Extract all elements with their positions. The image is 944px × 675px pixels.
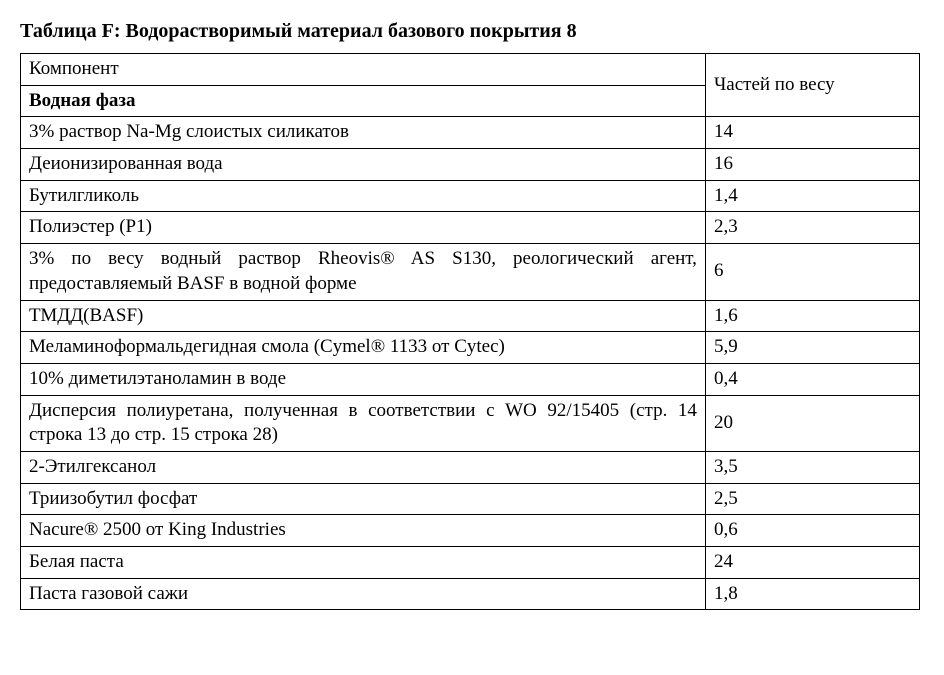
- value-cell: 6: [705, 244, 919, 300]
- component-cell: Паста газовой сажи: [21, 578, 706, 610]
- value-cell: 24: [705, 547, 919, 579]
- header-component: Компонент: [21, 54, 706, 86]
- table-row: Меламиноформальдегидная смола (Cymel® 11…: [21, 332, 920, 364]
- value-cell: 1,8: [705, 578, 919, 610]
- table-row: Дисперсия полиуретана, полученная в соот…: [21, 395, 920, 451]
- component-cell: Триизобутил фосфат: [21, 483, 706, 515]
- component-cell: Дисперсия полиуретана, полученная в соот…: [21, 395, 706, 451]
- value-cell: 16: [705, 149, 919, 181]
- value-cell: 3,5: [705, 451, 919, 483]
- table-row: Деионизированная вода16: [21, 149, 920, 181]
- table-row: Триизобутил фосфат2,5: [21, 483, 920, 515]
- table-row: Полиэстер (P1)2,3: [21, 212, 920, 244]
- table-row: 10% диметилэтаноламин в воде0,4: [21, 363, 920, 395]
- component-cell: 3% по весу водный раствор Rheovis® AS S1…: [21, 244, 706, 300]
- component-cell: Деионизированная вода: [21, 149, 706, 181]
- value-cell: 5,9: [705, 332, 919, 364]
- component-cell: Бутилгликоль: [21, 180, 706, 212]
- value-cell: 0,4: [705, 363, 919, 395]
- table-row: Бутилгликоль1,4: [21, 180, 920, 212]
- table-row: Nacure® 2500 от King Industries0,6: [21, 515, 920, 547]
- table-body: Компонент Частей по весу Водная фаза 3% …: [21, 54, 920, 610]
- component-cell: 2-Этилгексанол: [21, 451, 706, 483]
- value-cell: 14: [705, 117, 919, 149]
- table-row: 3% раствор Na-Mg слоистых силикатов14: [21, 117, 920, 149]
- table-header-row: Компонент Частей по весу: [21, 54, 920, 86]
- table-row: Белая паста24: [21, 547, 920, 579]
- table-row: 3% по весу водный раствор Rheovis® AS S1…: [21, 244, 920, 300]
- value-cell: 2,5: [705, 483, 919, 515]
- table-title: Таблица F: Водорастворимый материал базо…: [20, 20, 924, 43]
- component-cell: Nacure® 2500 от King Industries: [21, 515, 706, 547]
- value-cell: 1,4: [705, 180, 919, 212]
- header-parts: Частей по весу: [705, 54, 919, 117]
- table-row: 2-Этилгексанол3,5: [21, 451, 920, 483]
- table-row: Паста газовой сажи1,8: [21, 578, 920, 610]
- table-row: ТМДД(BASF)1,6: [21, 300, 920, 332]
- component-cell: Белая паста: [21, 547, 706, 579]
- component-cell: ТМДД(BASF): [21, 300, 706, 332]
- data-table: Компонент Частей по весу Водная фаза 3% …: [20, 53, 920, 610]
- value-cell: 20: [705, 395, 919, 451]
- component-cell: Полиэстер (P1): [21, 212, 706, 244]
- component-cell: Меламиноформальдегидная смола (Cymel® 11…: [21, 332, 706, 364]
- component-cell: 3% раствор Na-Mg слоистых силикатов: [21, 117, 706, 149]
- value-cell: 2,3: [705, 212, 919, 244]
- section-aqueous: Водная фаза: [21, 85, 706, 117]
- value-cell: 0,6: [705, 515, 919, 547]
- component-cell: 10% диметилэтаноламин в воде: [21, 363, 706, 395]
- value-cell: 1,6: [705, 300, 919, 332]
